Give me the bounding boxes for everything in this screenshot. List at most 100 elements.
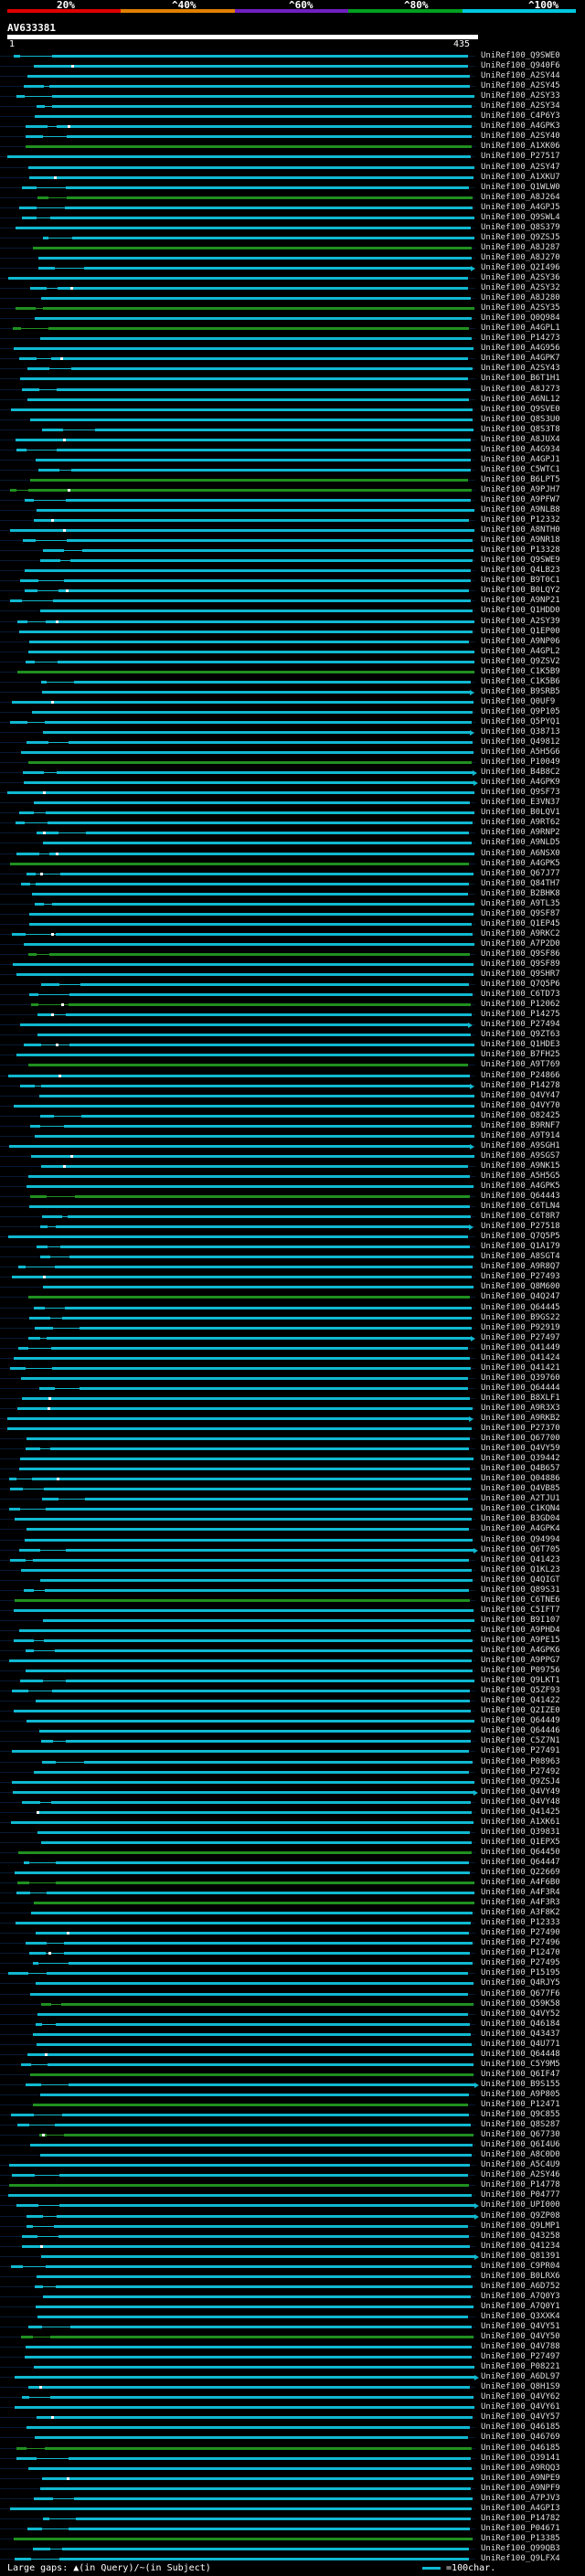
hit-row[interactable]: UniRef100_A9TL35	[0, 899, 585, 908]
hit-label[interactable]: UniRef100_Q9ZP08	[481, 2210, 560, 2221]
hit-label[interactable]: UniRef100_Q1EP00	[481, 626, 560, 636]
hit-label[interactable]: UniRef100_A2SY43	[481, 364, 560, 374]
hit-label[interactable]: UniRef100_Q4RJY5	[481, 1978, 560, 1988]
hit-row[interactable]: UniRef100_A1XK61	[0, 1818, 585, 1827]
hit-label[interactable]: UniRef100_Q4VY48	[481, 1797, 560, 1807]
hit-row[interactable]: UniRef100_P27491	[0, 1746, 585, 1756]
hit-row[interactable]: UniRef100_A4GPK5	[0, 859, 585, 868]
hit-label[interactable]: UniRef100_A8C0D0	[481, 2150, 560, 2160]
hit-label[interactable]: UniRef100_Q64446	[481, 1726, 560, 1736]
hit-label[interactable]: UniRef100_A7P2D0	[481, 938, 560, 949]
hit-row[interactable]: UniRef100_Q5PYQ1	[0, 717, 585, 726]
hit-label[interactable]: UniRef100_B2BHK8	[481, 888, 560, 898]
hit-row[interactable]: UniRef100_B9GS22	[0, 1313, 585, 1322]
hit-row[interactable]: UniRef100_P14782	[0, 2514, 585, 2523]
hit-row[interactable]: UniRef100_A7Q0Y3	[0, 2292, 585, 2301]
hit-row[interactable]: UniRef100_Q8S3T8	[0, 425, 585, 434]
hit-label[interactable]: UniRef100_P08963	[481, 1756, 560, 1766]
hit-label[interactable]: UniRef100_A9NP21	[481, 596, 560, 606]
hit-row[interactable]: UniRef100_A8J273	[0, 385, 585, 394]
hit-row[interactable]: UniRef100_UPI000	[0, 2200, 585, 2210]
hit-label[interactable]: UniRef100_P04671	[481, 2523, 560, 2533]
hit-row[interactable]: UniRef100_Q9C855	[0, 2110, 585, 2119]
hit-label[interactable]: UniRef100_B0LQY2	[481, 586, 560, 596]
hit-label[interactable]: UniRef100_A2SY46	[481, 2170, 560, 2180]
hit-row[interactable]: UniRef100_B9SRB5	[0, 687, 585, 696]
hit-label[interactable]: UniRef100_A9RKB2	[481, 1414, 560, 1423]
hit-label[interactable]: UniRef100_A9PHD4	[481, 1625, 560, 1635]
hit-label[interactable]: UniRef100_Q4VY61	[481, 2402, 560, 2412]
hit-row[interactable]: UniRef100_A4F3R4	[0, 1888, 585, 1897]
hit-label[interactable]: UniRef100_P12332	[481, 515, 560, 525]
hit-row[interactable]: UniRef100_Q4VY51	[0, 2322, 585, 2331]
hit-row[interactable]: UniRef100_P27518	[0, 1222, 585, 1232]
hit-row[interactable]: UniRef100_C6TD73	[0, 990, 585, 1000]
hit-row[interactable]: UniRef100_A2SY32	[0, 283, 585, 292]
hit-label[interactable]: UniRef100_P12471	[481, 2100, 560, 2109]
hit-label[interactable]: UniRef100_Q64444	[481, 1383, 560, 1393]
hit-row[interactable]: UniRef100_A9SGS7	[0, 1151, 585, 1161]
hit-row[interactable]: UniRef100_A4GPJ1	[0, 455, 585, 464]
hit-label[interactable]: UniRef100_Q940F6	[481, 61, 560, 70]
hit-label[interactable]: UniRef100_B9I107	[481, 1615, 560, 1625]
hit-label[interactable]: UniRef100_A9NK15	[481, 1161, 560, 1171]
hit-row[interactable]: UniRef100_C5Z7N1	[0, 1736, 585, 1746]
hit-label[interactable]: UniRef100_Q1KL23	[481, 1564, 560, 1574]
hit-label[interactable]: UniRef100_A2SY47	[481, 162, 560, 172]
hit-label[interactable]: UniRef100_P09756	[481, 1666, 560, 1676]
hit-label[interactable]: UniRef100_A4GPK3	[481, 122, 560, 132]
hit-row[interactable]: UniRef100_C5IFT7	[0, 1606, 585, 1615]
hit-label[interactable]: UniRef100_Q64443	[481, 1192, 560, 1201]
hit-row[interactable]: UniRef100_E3VN37	[0, 798, 585, 808]
hit-row[interactable]: UniRef100_Q9SWE0	[0, 51, 585, 60]
hit-row[interactable]: UniRef100_Q9ZSJ5	[0, 233, 585, 242]
hit-label[interactable]: UniRef100_C4P6Y3	[481, 111, 560, 122]
hit-label[interactable]: UniRef100_B3GD04	[481, 1514, 560, 1524]
hit-row[interactable]: UniRef100_B9S155	[0, 2080, 585, 2089]
hit-label[interactable]: UniRef100_A9RNP2	[481, 828, 560, 838]
hit-row[interactable]: UniRef100_A8NTH0	[0, 525, 585, 535]
hit-label[interactable]: UniRef100_A1XKU7	[481, 172, 560, 182]
hit-label[interactable]: UniRef100_P92919	[481, 1322, 560, 1332]
hit-label[interactable]: UniRef100_Q9SF89	[481, 959, 560, 969]
hit-row[interactable]: UniRef100_Q5ZF93	[0, 1686, 585, 1696]
hit-label[interactable]: UniRef100_Q4QIGT	[481, 1574, 560, 1585]
hit-row[interactable]: UniRef100_A3F8K2	[0, 1908, 585, 1918]
hit-label[interactable]: UniRef100_P10049	[481, 758, 560, 768]
hit-row[interactable]: UniRef100_Q41422	[0, 1696, 585, 1706]
hit-row[interactable]: UniRef100_A9P805	[0, 2090, 585, 2099]
hit-label[interactable]: UniRef100_Q4VY52	[481, 2009, 560, 2019]
hit-row[interactable]: UniRef100_Q64449	[0, 1716, 585, 1726]
hit-label[interactable]: UniRef100_A5C4U9	[481, 2160, 560, 2170]
hit-label[interactable]: UniRef100_B0LRX6	[481, 2271, 560, 2281]
hit-row[interactable]: UniRef100_C9PR04	[0, 2262, 585, 2271]
hit-row[interactable]: UniRef100_A2SY36	[0, 273, 585, 282]
hit-row[interactable]: UniRef100_Q1WLW0	[0, 183, 585, 192]
hit-row[interactable]: UniRef100_Q67730	[0, 2130, 585, 2140]
hit-label[interactable]: UniRef100_A8J270	[481, 252, 560, 262]
hit-label[interactable]: UniRef100_Q7Q5P5	[481, 1232, 560, 1242]
hit-row[interactable]: UniRef100_A2SY40	[0, 132, 585, 142]
hit-label[interactable]: UniRef100_Q59K58	[481, 1998, 560, 2009]
hit-label[interactable]: UniRef100_A9NP06	[481, 636, 560, 646]
hit-row[interactable]: UniRef100_Q8S287	[0, 2120, 585, 2130]
hit-row[interactable]: UniRef100_Q1A179	[0, 1242, 585, 1252]
hit-label[interactable]: UniRef100_A7Q0Y1	[481, 2301, 560, 2311]
hit-row[interactable]: UniRef100_A4GPL2	[0, 647, 585, 656]
hit-row[interactable]: UniRef100_Q64446	[0, 1726, 585, 1736]
hit-label[interactable]: UniRef100_Q8H1S9	[481, 2382, 560, 2392]
hit-label[interactable]: UniRef100_A8SGT4	[481, 1252, 560, 1262]
hit-row[interactable]: UniRef100_B9T0C1	[0, 576, 585, 586]
hit-row[interactable]: UniRef100_Q9LKT1	[0, 1676, 585, 1686]
hit-row[interactable]: UniRef100_Q7Q5P5	[0, 1232, 585, 1242]
hit-row[interactable]: UniRef100_Q39831	[0, 1828, 585, 1837]
hit-row[interactable]: UniRef100_Q2I496	[0, 263, 585, 272]
hit-row[interactable]: UniRef100_Q4VY52	[0, 2009, 585, 2019]
hit-label[interactable]: UniRef100_Q41422	[481, 1696, 560, 1706]
hit-label[interactable]: UniRef100_A4GPJ5	[481, 202, 560, 212]
hit-label[interactable]: UniRef100_P27494	[481, 1020, 560, 1030]
hit-label[interactable]: UniRef100_A9R3X3	[481, 1403, 560, 1413]
hit-label[interactable]: UniRef100_A2SY32	[481, 283, 560, 292]
hit-row[interactable]: UniRef100_P12332	[0, 515, 585, 525]
hit-label[interactable]: UniRef100_Q8S379	[481, 222, 560, 232]
